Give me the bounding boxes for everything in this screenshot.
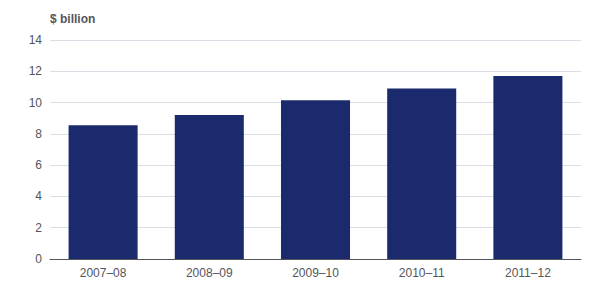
svg-text:2010–11: 2010–11 (399, 266, 445, 280)
svg-text:2009–10: 2009–10 (292, 266, 339, 280)
svg-text:$ billion: $ billion (50, 12, 95, 26)
svg-text:6: 6 (35, 158, 42, 172)
svg-text:10: 10 (29, 96, 43, 110)
svg-text:0: 0 (35, 252, 42, 266)
svg-text:8: 8 (35, 127, 42, 141)
svg-text:2011–12: 2011–12 (505, 266, 551, 280)
svg-text:2: 2 (35, 221, 42, 235)
svg-text:12: 12 (29, 64, 43, 78)
svg-text:2008–09: 2008–09 (186, 266, 233, 280)
svg-text:4: 4 (35, 189, 42, 203)
svg-text:14: 14 (29, 33, 43, 47)
svg-text:2007–08: 2007–08 (80, 266, 127, 280)
